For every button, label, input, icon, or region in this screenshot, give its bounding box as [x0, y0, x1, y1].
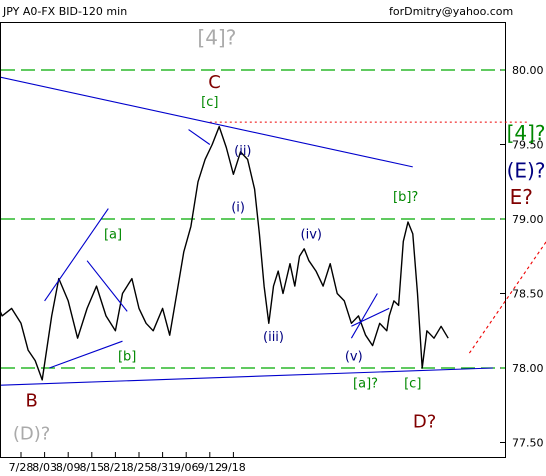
plot-frame	[0, 22, 506, 458]
y-tick-label: 78.00	[512, 362, 544, 375]
plot-area: 77.5078.0078.5079.0079.5080.007/288/038/…	[0, 22, 546, 474]
y-tick-label: 77.50	[512, 437, 544, 450]
chart-title: JPY A0-FX BID-120 min	[2, 5, 127, 18]
x-tick-label: 8/31	[150, 461, 175, 474]
x-tick-label: 8/25	[127, 461, 152, 474]
trendline	[188, 129, 211, 145]
wave-label: C	[208, 72, 221, 93]
trendline	[350, 293, 378, 339]
author-email: forDmitry@yahoo.com	[389, 5, 513, 18]
wave-label: [b]	[118, 350, 136, 365]
trendline	[44, 208, 109, 302]
wave-label: [4]?	[507, 121, 546, 145]
wave-label: (D)?	[13, 424, 50, 445]
x-tick-label: 9/12	[197, 461, 222, 474]
wave-label: B	[25, 391, 37, 412]
wave-label: (v)	[345, 350, 363, 365]
wave-label: [a]?	[353, 376, 378, 391]
x-tick-label: 8/21	[103, 461, 128, 474]
y-tick-label: 78.50	[512, 288, 544, 301]
projection-line	[468, 241, 546, 354]
y-tick-label: 80.00	[512, 64, 544, 77]
wave-label: [a]	[104, 227, 122, 242]
x-tick-label: 7/28	[9, 461, 34, 474]
wave-label: [b]?	[393, 190, 418, 205]
wave-label: (E)?	[507, 158, 546, 182]
wave-label: D?	[413, 412, 436, 433]
wave-label: [c]	[404, 376, 421, 391]
x-tick-label: 8/15	[79, 461, 104, 474]
trendline	[1, 76, 413, 168]
wave-label: (i)	[231, 201, 245, 216]
x-tick-label: 9/06	[174, 461, 199, 474]
wave-label: (iv)	[301, 227, 322, 242]
wave-label: [c]	[201, 95, 218, 110]
trendline	[49, 340, 123, 369]
price-series	[1, 125, 449, 381]
x-tick-label: 8/03	[32, 461, 57, 474]
trendline	[351, 307, 390, 327]
trendline	[86, 260, 128, 312]
wave-label: (iii)	[263, 330, 284, 345]
wave-label: E?	[510, 185, 533, 209]
trendline	[1, 367, 494, 386]
wave-label: [4]?	[197, 26, 236, 50]
wave-label: (ii)	[234, 144, 251, 159]
x-tick-label: 9/18	[221, 461, 246, 474]
x-tick-label: 8/09	[56, 461, 81, 474]
y-tick-label: 79.00	[512, 213, 544, 226]
y-tick-label: 79.50	[512, 139, 544, 152]
